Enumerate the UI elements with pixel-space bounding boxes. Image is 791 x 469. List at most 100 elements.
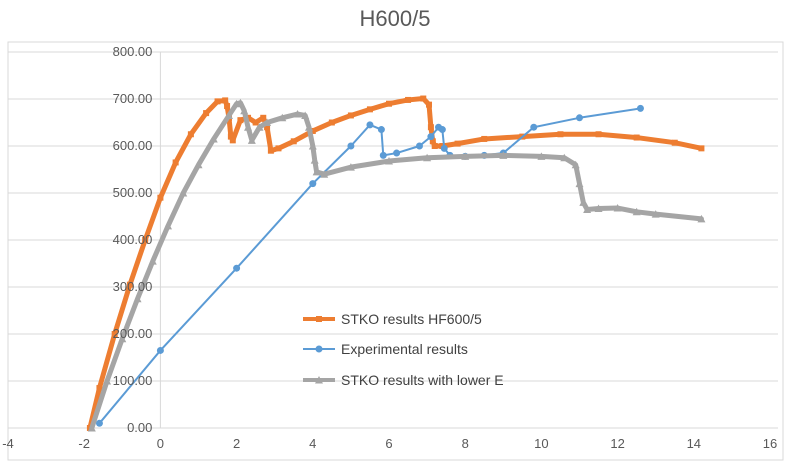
data-point <box>309 180 317 188</box>
legend-marker <box>315 345 323 353</box>
data-point <box>461 152 470 160</box>
data-point <box>194 160 203 169</box>
data-point <box>240 106 249 115</box>
data-point <box>222 97 229 104</box>
data-point <box>530 123 538 131</box>
chart-title: H600/5 <box>360 6 431 31</box>
data-point <box>438 126 446 134</box>
data-point <box>427 124 434 131</box>
data-point <box>320 170 329 178</box>
data-point <box>632 207 641 216</box>
data-point <box>179 189 188 197</box>
series-layer <box>86 95 706 432</box>
data-point <box>275 145 282 152</box>
data-point <box>209 134 218 143</box>
data-point <box>379 151 387 159</box>
data-point <box>224 103 231 110</box>
data-point <box>263 118 272 126</box>
data-point <box>346 163 355 171</box>
data-point <box>293 110 302 118</box>
x-tick-label: 14 <box>687 436 701 451</box>
data-point <box>420 95 427 102</box>
data-point <box>633 134 640 141</box>
y-tick-label: 0.00 <box>127 420 152 435</box>
data-point <box>328 119 335 126</box>
x-tick-label: -2 <box>78 436 90 451</box>
data-point <box>440 144 448 152</box>
data-point <box>431 143 438 149</box>
data-point <box>95 419 103 427</box>
data-point <box>385 157 393 165</box>
legend-label: Experimental results <box>341 341 468 357</box>
x-tick-label: 0 <box>157 436 164 451</box>
data-point <box>697 214 706 223</box>
data-point <box>157 194 164 201</box>
data-point <box>386 100 392 107</box>
x-tick-label: 8 <box>462 436 469 451</box>
grid-lines <box>8 51 778 382</box>
data-point <box>309 127 316 134</box>
y-tick-label: 800.00 <box>113 44 153 59</box>
data-point <box>96 385 103 392</box>
data-point <box>237 117 244 124</box>
data-point <box>579 198 588 206</box>
legend-entry-3: STKO results with lower E <box>303 372 504 388</box>
data-point <box>87 424 96 432</box>
series-3 <box>87 98 706 432</box>
legend-label: STKO results with lower E <box>341 372 504 388</box>
legend-label: STKO results HF600/5 <box>341 311 482 327</box>
data-point <box>224 111 233 119</box>
y-tick-label: 200.00 <box>113 326 153 341</box>
x-tick-label: 16 <box>763 436 777 451</box>
data-point <box>260 114 267 121</box>
data-point <box>347 112 354 119</box>
data-point <box>576 114 583 122</box>
data-point <box>405 96 412 103</box>
data-point <box>583 205 592 213</box>
data-point <box>244 123 253 131</box>
x-tick-label: 6 <box>385 436 392 451</box>
data-point <box>255 123 264 131</box>
data-point <box>148 257 157 265</box>
data-point <box>594 204 603 213</box>
legend-marker <box>315 376 323 384</box>
data-point <box>312 167 321 176</box>
data-point <box>252 119 259 126</box>
data-point <box>366 121 374 129</box>
data-point <box>156 346 164 354</box>
y-tick-label: 700.00 <box>113 91 153 106</box>
x-tick-label: 12 <box>610 436 624 451</box>
data-point <box>203 110 210 117</box>
data-point <box>111 331 118 337</box>
data-point <box>172 159 179 166</box>
data-point <box>499 151 508 159</box>
data-point <box>304 123 313 131</box>
data-point <box>537 152 546 160</box>
series-1 <box>86 95 705 431</box>
data-point <box>214 98 221 105</box>
data-point <box>164 221 173 230</box>
data-point <box>575 179 584 188</box>
data-point <box>481 135 488 142</box>
data-point <box>118 334 127 343</box>
data-point <box>636 104 644 112</box>
data-point <box>126 281 133 288</box>
data-point <box>454 140 461 147</box>
data-point <box>267 147 274 154</box>
data-point <box>366 106 373 113</box>
data-point <box>377 126 385 134</box>
data-point <box>671 139 678 146</box>
y-tick-label: 500.00 <box>113 185 153 200</box>
data-point <box>290 138 297 145</box>
x-tick-label: 4 <box>309 436 316 451</box>
data-point <box>613 204 622 212</box>
y-tick-label: 600.00 <box>113 138 153 153</box>
data-point <box>229 137 236 144</box>
data-point <box>264 124 271 131</box>
legend-entry-1: STKO results HF600/5 <box>303 311 482 327</box>
plot-area-border <box>7 41 784 461</box>
data-point <box>426 101 433 108</box>
y-tick-label: 300.00 <box>113 279 153 294</box>
